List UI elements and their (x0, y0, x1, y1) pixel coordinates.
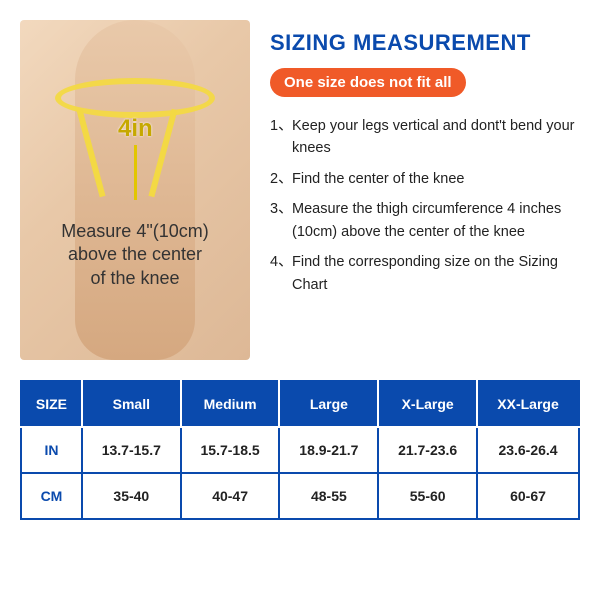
info-column: SIZING MEASUREMENT One size does not fit… (270, 20, 580, 360)
col-header: Large (279, 381, 378, 427)
cell: 18.9-21.7 (279, 427, 378, 473)
list-item: 4、 Find the corresponding size on the Si… (270, 251, 580, 296)
cell: 23.6-26.4 (477, 427, 579, 473)
step-text: Measure the thigh circumference 4 inches… (292, 198, 580, 243)
step-number: 3、 (270, 198, 292, 243)
table-row: SIZE Small Medium Large X-Large XX-Large (21, 381, 579, 427)
col-header: X-Large (378, 381, 477, 427)
step-number: 4、 (270, 251, 292, 296)
col-header: SIZE (21, 381, 82, 427)
caption-line: of the knee (90, 268, 179, 288)
caption-line: Measure 4"(10cm) (61, 221, 208, 241)
col-header: Medium (181, 381, 280, 427)
distance-label: 4in (118, 115, 153, 143)
cell: 13.7-15.7 (82, 427, 181, 473)
sizing-table: SIZE Small Medium Large X-Large XX-Large… (20, 380, 580, 520)
step-text: Keep your legs vertical and dont't bend … (292, 115, 580, 160)
list-item: 2、 Find the center of the knee (270, 168, 580, 190)
cell: 60-67 (477, 473, 579, 519)
sizing-table-section: SIZE Small Medium Large X-Large XX-Large… (0, 370, 600, 540)
cell: 15.7-18.5 (181, 427, 280, 473)
step-text: Find the center of the knee (292, 168, 465, 190)
list-item: 3、 Measure the thigh circumference 4 inc… (270, 198, 580, 243)
list-item: 1、 Keep your legs vertical and dont't be… (270, 115, 580, 160)
measurement-illustration: 4in Measure 4"(10cm) above the center of… (20, 20, 250, 360)
page-title: SIZING MEASUREMENT (270, 30, 580, 56)
caption-line: above the center (68, 244, 202, 264)
cell: 55-60 (378, 473, 477, 519)
table-row: CM 35-40 40-47 48-55 55-60 60-67 (21, 473, 579, 519)
table-row: IN 13.7-15.7 15.7-18.5 18.9-21.7 21.7-23… (21, 427, 579, 473)
step-number: 2、 (270, 168, 292, 190)
warning-badge: One size does not fit all (270, 68, 466, 97)
cell: 40-47 (181, 473, 280, 519)
col-header: XX-Large (477, 381, 579, 427)
step-text: Find the corresponding size on the Sizin… (292, 251, 580, 296)
illustration-caption: Measure 4"(10cm) above the center of the… (20, 220, 250, 290)
col-header: Small (82, 381, 181, 427)
step-number: 1、 (270, 115, 292, 160)
row-label: CM (21, 473, 82, 519)
arrow-line-icon (134, 145, 137, 200)
instruction-list: 1、 Keep your legs vertical and dont't be… (270, 115, 580, 296)
top-section: 4in Measure 4"(10cm) above the center of… (0, 0, 600, 370)
cell: 48-55 (279, 473, 378, 519)
distance-marker: 4in (118, 115, 153, 200)
cell: 21.7-23.6 (378, 427, 477, 473)
row-label: IN (21, 427, 82, 473)
cell: 35-40 (82, 473, 181, 519)
